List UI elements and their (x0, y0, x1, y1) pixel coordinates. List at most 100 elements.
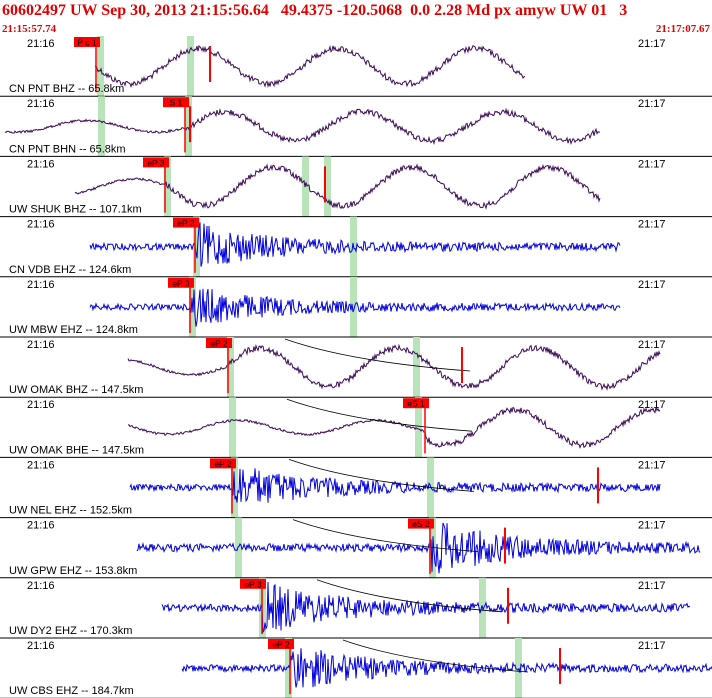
window-band (185, 96, 192, 157)
tick-label-right: 21:17 (638, 640, 666, 652)
tick-label-right: 21:17 (638, 158, 666, 170)
tick-label-right: 21:17 (638, 279, 666, 291)
phase-pick-box (210, 458, 236, 469)
seismic-trace (74, 163, 601, 210)
trace-panel: 21:16 21:17 eP 3 UW DY2 EHZ -- 170.3km (0, 577, 712, 639)
tick-label-left: 21:16 (27, 38, 55, 50)
tick-label-right: 21:17 (638, 339, 666, 351)
tick-label-left: 21:16 (27, 98, 55, 110)
start-time: 21:15:57.74 (2, 23, 57, 35)
phase-pick-label: S 1 (170, 98, 183, 108)
tick-label-right: 21:17 (638, 38, 666, 50)
arrival-curve (286, 398, 473, 432)
window-band (97, 36, 104, 97)
window-band (324, 156, 331, 217)
tick-label-left: 21:16 (27, 459, 55, 471)
phase-pick-label: eP 3 (244, 579, 262, 589)
window-band (98, 96, 105, 157)
tick-label-left: 21:16 (27, 640, 55, 652)
window-band (164, 156, 171, 217)
window-band (235, 517, 242, 578)
seismic-trace (127, 406, 661, 449)
seismic-trace (94, 44, 526, 89)
station-label: UW GPW EHZ -- 153.8km (9, 565, 137, 577)
phase-pick-label: eP 2 (272, 640, 290, 650)
window-band (515, 638, 522, 698)
seismic-trace (127, 343, 661, 391)
tick-label-right: 21:17 (638, 98, 666, 110)
station-label: UW CBS EHZ -- 184.7km (9, 685, 134, 697)
trace-panel: 21:16 21:17 P c 1 CN PNT BHZ -- 65.8km (0, 36, 712, 97)
trace-panel: 21:16 21:17 eP 2 UW OMAK BHZ -- 147.5km (0, 337, 712, 398)
station-label: UW SHUK BHZ -- 107.1km (9, 204, 142, 216)
trace-panel: 21:16 21:17 eP 3 UW SHUK BHZ -- 107.1km (0, 156, 712, 218)
station-label: UW DY2 EHZ -- 170.3km (9, 625, 132, 637)
station-label: CN VDB EHZ -- 124.6km (9, 264, 131, 276)
phase-pick-box (408, 518, 434, 529)
arrival-curve (292, 519, 479, 552)
phase-pick-box (74, 37, 100, 47)
arrival-curve (342, 639, 529, 673)
arrival-curve (284, 338, 471, 372)
phase-pick-box (173, 217, 199, 228)
trace-panel: 21:16 21:17 eP 3 UW MBW EHZ -- 124.8km (0, 276, 712, 338)
end-time: 21:17:07.67 (655, 23, 710, 35)
window-band (285, 638, 292, 698)
phase-pick-label: eP 3 (147, 158, 165, 168)
trace-panel: 21:16 21:17 eP 2 CN VDB EHZ -- 124.6km (0, 216, 712, 278)
window-band (413, 337, 420, 398)
arrival-curve (316, 579, 503, 613)
phase-pick-label: eP 3 (172, 278, 190, 288)
station-label: UW OMAK BHZ -- 147.5km (9, 384, 143, 396)
tick-label-left: 21:16 (27, 219, 55, 231)
phase-pick-label: eS 2 (412, 519, 430, 529)
window-band (187, 36, 194, 97)
phase-pick-box (143, 157, 169, 168)
trace-panel: 21:16 21:17 eS 1 UW OMAK BHE -- 147.5km (0, 397, 712, 458)
trace-panel: 21:16 21:17 S 1 CN PNT BHN -- 65.8km (0, 96, 712, 157)
tick-label-right: 21:17 (638, 399, 666, 411)
tick-label-right: 21:17 (638, 459, 666, 471)
seismic-trace (4, 107, 600, 145)
seismic-trace (136, 522, 701, 574)
seismic-trace (161, 581, 691, 634)
phase-pick-box (240, 578, 266, 589)
phase-pick-box (163, 97, 189, 108)
arrival-curve (288, 459, 475, 492)
phase-pick-box (268, 639, 294, 649)
seismic-trace (89, 222, 621, 267)
station-label: CN PNT BHZ -- 65.8km (9, 83, 124, 95)
seismic-trace (181, 648, 712, 688)
tick-label-right: 21:17 (638, 219, 666, 231)
phase-pick-box (403, 398, 429, 409)
window-band (227, 337, 234, 398)
tick-label-right: 21:17 (638, 520, 666, 532)
seismic-trace (89, 288, 621, 327)
tick-label-left: 21:16 (27, 399, 55, 411)
trace-panel: 21:16 21:17 eP 2 UW NEL EHZ -- 152.5km (0, 457, 712, 519)
window-band (350, 276, 357, 337)
tick-label-right: 21:17 (638, 580, 666, 592)
phase-pick-box (168, 277, 194, 288)
phase-pick-label: eP 2 (177, 218, 195, 228)
station-label: UW MBW EHZ -- 124.8km (9, 324, 138, 336)
event-header: 60602497 UW Sep 30, 2013 21:15:56.64 49.… (2, 2, 628, 19)
phase-pick-box (206, 338, 232, 348)
tick-label-left: 21:16 (27, 158, 55, 170)
window-band (415, 397, 422, 458)
station-label: UW NEL EHZ -- 152.5km (9, 505, 132, 517)
trace-panel: 21:16 21:17 eP 2 UW CBS EHZ -- 184.7km (0, 638, 712, 698)
tick-label-left: 21:16 (27, 520, 55, 532)
seismic-trace (129, 468, 661, 503)
phase-pick-label: eS 1 (407, 399, 425, 409)
tick-label-left: 21:16 (27, 339, 55, 351)
tick-label-left: 21:16 (27, 279, 55, 291)
phase-pick-label: eP 2 (210, 339, 228, 349)
phase-pick-label: P c 1 (77, 38, 96, 48)
seismogram-stack: 21:16 21:17P c 1CN PNT BHZ -- 65.8km21:16… (0, 36, 712, 698)
tick-label-left: 21:16 (27, 580, 55, 592)
station-label: UW OMAK BHE -- 147.5km (9, 444, 144, 456)
trace-panel: 21:16 21:17 eS 2 UW GPW EHZ -- 153.8km (0, 517, 712, 579)
window-band (193, 216, 200, 277)
window-band (229, 397, 236, 458)
